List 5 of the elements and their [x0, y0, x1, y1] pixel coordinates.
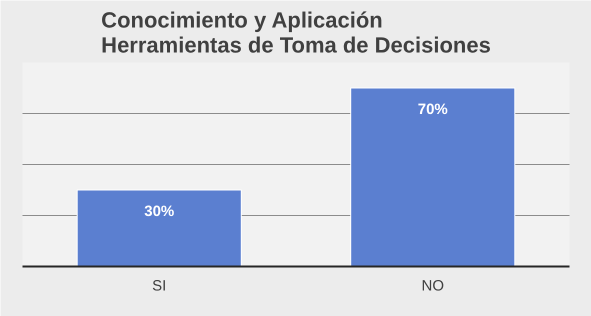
- data-label: 70%: [418, 101, 448, 118]
- x-tick-label: SI: [152, 278, 166, 294]
- x-tick-label: NO: [422, 278, 444, 294]
- chart-title: Conocimiento y Aplicación Herramientas de Toma de Decisiones: [101, 8, 491, 58]
- data-label: 30%: [144, 203, 174, 220]
